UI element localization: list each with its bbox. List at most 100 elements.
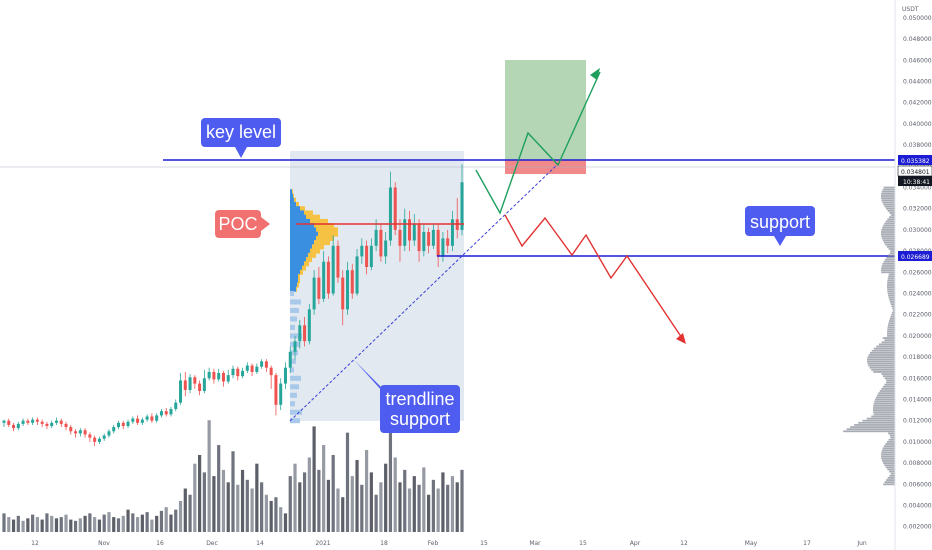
volume-bar — [78, 518, 82, 532]
candle-body — [298, 325, 302, 342]
volume-profile-row-sell — [300, 206, 305, 212]
volume-bar — [403, 469, 407, 532]
volume-profile-row-buy — [290, 197, 294, 203]
volume-bar — [393, 457, 397, 532]
visible-range-profile-row — [858, 421, 895, 424]
volume-bar — [102, 514, 106, 532]
visible-range-profile-row — [876, 345, 895, 348]
candle-body — [255, 366, 259, 372]
visible-range-profile-row — [885, 443, 895, 445]
visible-range-profile-row — [881, 192, 895, 195]
volume-profile-row-outside — [290, 384, 299, 390]
poc-label: POC — [218, 214, 257, 234]
volume-profile-row-outside — [290, 418, 300, 424]
candle-body — [398, 229, 402, 246]
trendline-label-line1: trendline — [385, 389, 454, 409]
candle-body — [431, 229, 435, 246]
price-axis[interactable]: 0.050000 0.048000 0.046000 0.044000 0.042000… — [903, 15, 932, 531]
time-tick-label: May — [745, 540, 758, 547]
visible-range-profile-row — [873, 371, 895, 373]
volume-bar — [269, 500, 273, 532]
visible-range-profile-row — [887, 326, 895, 329]
visible-range-profile-row — [888, 273, 895, 276]
volume-profile-row-sell — [297, 282, 299, 288]
time-tick-label: 14 — [256, 540, 264, 547]
candle-body — [412, 224, 416, 241]
volume-bar — [2, 513, 6, 532]
visible-range-profile-row — [871, 349, 895, 352]
visible-range-profile-row — [882, 188, 895, 191]
candle-body — [50, 422, 54, 426]
volume-profile-row-outside — [290, 333, 302, 339]
visible-range-profile-row — [887, 288, 895, 291]
bearish-path — [504, 214, 685, 342]
volume-bar — [350, 476, 354, 532]
candle-body — [369, 245, 373, 267]
visible-range-profile-row — [888, 275, 895, 278]
volume-profile-row-buy — [290, 265, 302, 271]
candle-body — [121, 422, 125, 426]
visible-range-profile-row — [887, 324, 895, 327]
visible-range-profile-row — [890, 250, 895, 252]
volume-bar — [417, 484, 421, 532]
candle-body — [31, 419, 35, 423]
visible-range-profile-row — [888, 296, 895, 299]
visible-range-profile-row — [882, 337, 895, 339]
poc-callout[interactable]: POC — [215, 210, 270, 238]
volume-bar — [245, 479, 249, 532]
visible-range-profile-row — [882, 201, 895, 204]
volume-bar — [288, 476, 292, 532]
volume-profile-row-buy — [290, 282, 297, 288]
visible-range-profile-row — [890, 472, 895, 475]
volume-bar — [107, 512, 111, 532]
volume-bar — [7, 517, 11, 532]
volume-bar — [460, 469, 464, 532]
visible-range-profile-row — [891, 311, 895, 314]
price-tick-label: 0.012000 — [903, 418, 932, 425]
volume-bar — [398, 482, 402, 532]
volume-profile-row-outside — [290, 375, 301, 381]
visible-range-profile-row — [887, 209, 895, 212]
visible-range-profile-row — [862, 419, 895, 422]
visible-range-profile-row — [882, 447, 895, 450]
volume-bar — [188, 494, 192, 532]
visible-range-profile-row — [890, 214, 895, 216]
current-price: 0.034801 — [901, 169, 930, 176]
candle-body — [241, 370, 245, 377]
trendline-support-callout[interactable]: trendline support — [354, 360, 460, 433]
visible-range-profile-row — [888, 438, 895, 441]
bearish-arrow-icon — [676, 333, 686, 344]
volume-bar — [217, 445, 221, 532]
visible-range-profile-row — [881, 197, 895, 199]
candle-body — [136, 418, 140, 423]
volume-profile-row-sell — [298, 278, 300, 284]
volume-bar — [64, 514, 68, 532]
time-tick-label: Feb — [428, 540, 439, 547]
visible-range-profile-row — [877, 394, 895, 397]
support-callout[interactable]: support — [745, 206, 815, 246]
volume-bar — [83, 515, 87, 532]
volume-bar — [21, 520, 25, 532]
time-tick-label: Jun — [856, 540, 867, 547]
candle-body — [117, 422, 120, 428]
visible-range-profile-row — [888, 432, 895, 435]
candle-body — [35, 419, 39, 422]
time-axis[interactable]: 12 Nov 16 Dec 14 2021 18 Feb 15 Mar 15 Apr 12 May 17 Ju… — [31, 540, 867, 547]
candle-body — [198, 383, 202, 392]
range-box — [290, 151, 464, 421]
candle-body — [269, 367, 273, 376]
price-tick-label: 0.044000 — [903, 79, 932, 86]
candle-body — [322, 261, 326, 299]
volume-profile-row-buy — [290, 214, 306, 220]
candle-body — [93, 437, 97, 442]
key-level-callout[interactable]: key level — [201, 118, 281, 158]
volume-bar — [131, 513, 135, 532]
candle-body — [155, 415, 159, 421]
visible-range-profile-row — [889, 301, 895, 303]
volume-bar — [384, 463, 388, 532]
bullish-path — [475, 71, 601, 215]
candle-body — [217, 373, 221, 380]
volume-bar — [379, 482, 383, 532]
